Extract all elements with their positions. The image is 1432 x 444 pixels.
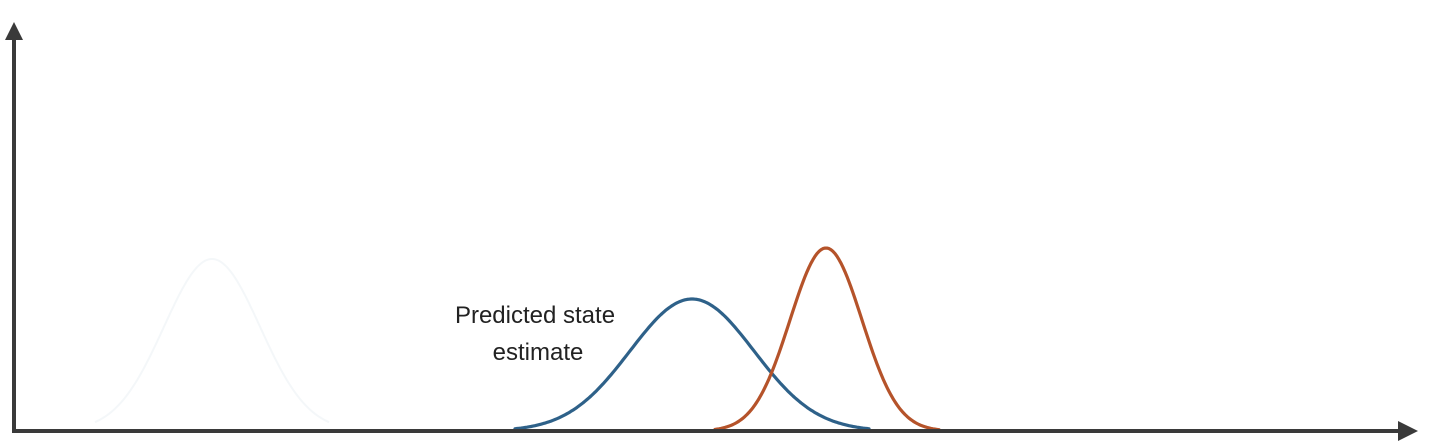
x-axis-arrow-icon	[1398, 421, 1418, 441]
measurement-curve	[713, 246, 941, 432]
predicted-state-curve	[513, 297, 871, 431]
annotation-line-1: Predicted state	[455, 302, 615, 329]
faded-prior-curve	[94, 258, 330, 424]
y-axis-arrow-icon	[5, 22, 23, 40]
annotation-line-2: estimate	[493, 339, 584, 366]
